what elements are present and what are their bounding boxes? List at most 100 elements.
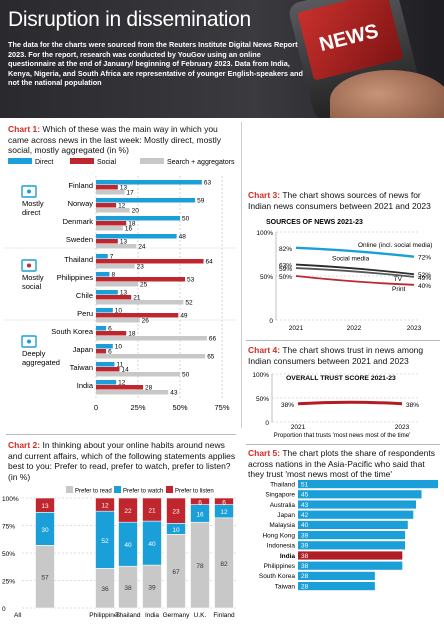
chart1-data-label: 53 — [187, 276, 195, 283]
aggregator-icon — [21, 335, 37, 348]
chart1-data-label: 13 — [120, 238, 128, 245]
monitor-icon-dot — [27, 189, 31, 194]
chart5-bar — [298, 561, 403, 570]
chart5-bar — [298, 480, 438, 489]
chart3-question: The chart shows sources of news for Indi… — [248, 190, 431, 211]
intro-text: The data for the charts were sourced fro… — [8, 40, 303, 88]
chart1-category-label: Taiwan — [70, 363, 93, 372]
chart5-bar — [298, 490, 422, 499]
chart2-bars: Prefer to read Prefer to watch Prefer to l… — [2, 486, 238, 619]
chart3-data-label: 72% — [418, 255, 431, 262]
chart2-data-label: 22 — [124, 508, 132, 515]
chart2-data-label: 78 — [196, 563, 204, 570]
chart1-bar-direct — [96, 234, 177, 239]
chart3-data-label: 82% — [279, 246, 292, 253]
chart4-tick-label: 50% — [256, 396, 269, 403]
chart3-x-label: 2022 — [347, 325, 362, 332]
chart1-legend-social: Social — [97, 159, 117, 166]
chart1-data-label: 49 — [180, 312, 188, 319]
chart2-legend-swatch-prefer-to-watch — [114, 486, 121, 493]
chart2-title: Chart 2: In thinking about your online h… — [8, 440, 236, 482]
chart1-legend-direct: Direct — [35, 159, 53, 166]
chart1-group-label-mostly-social: Mostly — [22, 273, 44, 282]
chart2-data-label: 57 — [41, 575, 49, 582]
chart2-data-label: 67 — [172, 569, 180, 576]
chart2-tick-label: 100% — [2, 496, 19, 503]
chart1-legend-search-aggregators: Search + aggregators — [167, 159, 235, 166]
chart1-data-label: 6 — [108, 325, 112, 332]
chart1-bar-social — [96, 185, 118, 190]
chart5-data-label: 28 — [301, 583, 309, 590]
chart4-x-label: 2021 — [291, 424, 306, 431]
chart1-bar-search-aggregators — [96, 226, 123, 231]
chart4-label: Chart 4: — [248, 345, 281, 355]
chart3-line-social-media — [295, 263, 415, 276]
chart1-bar-search-aggregators — [96, 390, 169, 395]
chart1-legend-swatch-direct — [8, 158, 32, 164]
chart2-data-label: 12 — [220, 509, 228, 516]
chart3-tick-label: 50% — [260, 274, 273, 281]
chart1-data-label: 18 — [128, 330, 136, 337]
chart2-category-label: Philippines — [89, 612, 121, 619]
chart1-data-label: 8 — [111, 271, 115, 278]
chart3-lines: SOURCES OF NEWS 2021-23 0 50% 100% 2021 2022 2… — [256, 219, 432, 332]
chart1-data-label: 10 — [115, 307, 123, 314]
chart5-category-label: Malaysia — [269, 522, 295, 529]
chart1-data-label: 12 — [118, 202, 126, 209]
column-divider — [241, 122, 242, 428]
chart5-data-label: 28 — [301, 573, 309, 580]
chart1-bar-search-aggregators — [96, 244, 137, 249]
chart3-data-label: 49% — [418, 275, 431, 282]
chart2-legend-swatch-prefer-to-listen — [166, 486, 173, 493]
chart5-data-label: 39 — [301, 532, 309, 539]
chart1-category-label: Finland — [68, 181, 93, 190]
chart2-data-label: 52 — [101, 538, 109, 545]
chart1-data-label: 50 — [182, 371, 190, 378]
chart2-data-label: 40 — [124, 542, 132, 549]
chart2-label: Chart 2: — [8, 440, 41, 450]
chart4-subtitle: OVERALL TRUST SCORE 2021-23 — [286, 375, 396, 382]
chart1-data-label: 48 — [179, 233, 187, 240]
chart3-line-tv — [295, 267, 415, 278]
chart1-data-label: 28 — [145, 384, 153, 391]
chart3-data-label: 59% — [279, 266, 292, 273]
chart2-data-label: 6 — [222, 499, 226, 506]
chart1-data-label: 11 — [116, 361, 123, 368]
chart5-category-label: India — [280, 553, 296, 560]
chart1-data-label: 65 — [207, 353, 215, 360]
chart2-bar-prefer-to-listen — [214, 497, 234, 505]
chart1-bar-social — [96, 331, 127, 336]
chart1-data-label: 14 — [122, 366, 130, 373]
chart1-title: Chart 1: Which of these was the main way… — [8, 124, 236, 156]
chart2-data-label: 30 — [41, 527, 49, 534]
chart5-category-label: Thailand — [270, 481, 295, 488]
chart1-bar-social — [96, 203, 117, 208]
chart5-bar — [298, 510, 414, 519]
chart2-bar-prefer-to-listen — [118, 497, 138, 523]
chart1-data-label: 25 — [140, 281, 148, 288]
chart5-bar — [298, 520, 408, 529]
chart1-tick-label: 0 — [94, 403, 98, 412]
chart1-bar-search-aggregators — [96, 208, 130, 213]
chart3-series-label: Social media — [332, 256, 370, 263]
chart2-tick-label: 50% — [2, 551, 15, 558]
chart2-bar-prefer-to-listen — [166, 497, 186, 524]
chart1-category-label: Japan — [73, 345, 93, 354]
chart1-bar-social — [96, 313, 179, 318]
chart3-tick-label: 100% — [256, 230, 273, 237]
chart1-bar-direct — [96, 344, 113, 349]
chart1-label: Chart 1: — [8, 124, 41, 134]
chart2-legend-swatch-prefer-to-read — [66, 486, 73, 493]
chart5-question: The chart plots the share of respondents… — [248, 448, 435, 479]
chart3-series-label: TV — [394, 276, 403, 283]
chart5-title: Chart 5: The chart plots the share of re… — [248, 448, 440, 480]
chart2-category-label: Germany — [163, 612, 190, 619]
chart5-label: Chart 5: — [248, 448, 281, 458]
chart5-bar — [298, 551, 403, 560]
chart1-legend-swatch-search-aggregators — [140, 158, 164, 164]
chart3-tick-label: 0 — [269, 318, 273, 325]
chart1-data-label: 13 — [120, 184, 128, 191]
chart1-bar-social — [96, 367, 120, 372]
chart5-data-label: 38 — [301, 553, 309, 560]
chart2-bar-prefer-to-listen — [190, 497, 210, 505]
